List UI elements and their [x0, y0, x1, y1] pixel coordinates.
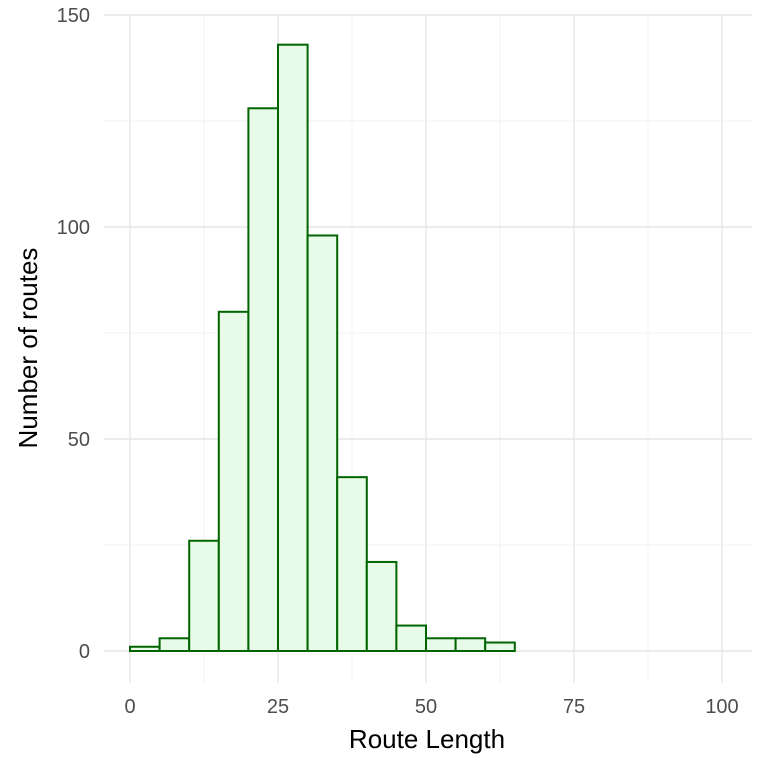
histogram-bar: [188, 539, 220, 653]
y-tick-label: 50: [68, 429, 90, 451]
y-tick-label: 150: [57, 5, 90, 27]
histogram-bars: [129, 43, 516, 653]
histogram-bar: [336, 476, 368, 652]
histogram-bar: [247, 107, 279, 652]
x-tick-label: 100: [705, 696, 738, 718]
y-tick-label: 0: [79, 641, 90, 663]
x-tick-label: 25: [267, 696, 289, 718]
histogram-bar: [454, 637, 487, 653]
x-axis-tick-labels: 0 25 50 75 100: [124, 696, 738, 718]
histogram-bar: [425, 637, 457, 653]
histogram-bar: [306, 234, 339, 652]
histogram-bar: [365, 560, 398, 653]
x-tick-label: 50: [415, 696, 437, 718]
histogram-bar: [217, 310, 250, 652]
histogram-bar: [484, 641, 516, 653]
histogram-bar: [395, 624, 427, 652]
histogram-bar: [158, 637, 191, 653]
y-axis-tick-labels: 0 50 100 150: [57, 5, 90, 663]
histogram-bar: [277, 43, 309, 653]
x-axis-title: Route Length: [349, 724, 505, 754]
x-tick-label: 75: [563, 696, 585, 718]
y-axis-title: Number of routes: [13, 248, 43, 449]
x-tick-label: 0: [124, 696, 135, 718]
histogram-bar: [129, 645, 161, 653]
y-tick-label: 100: [57, 217, 90, 239]
